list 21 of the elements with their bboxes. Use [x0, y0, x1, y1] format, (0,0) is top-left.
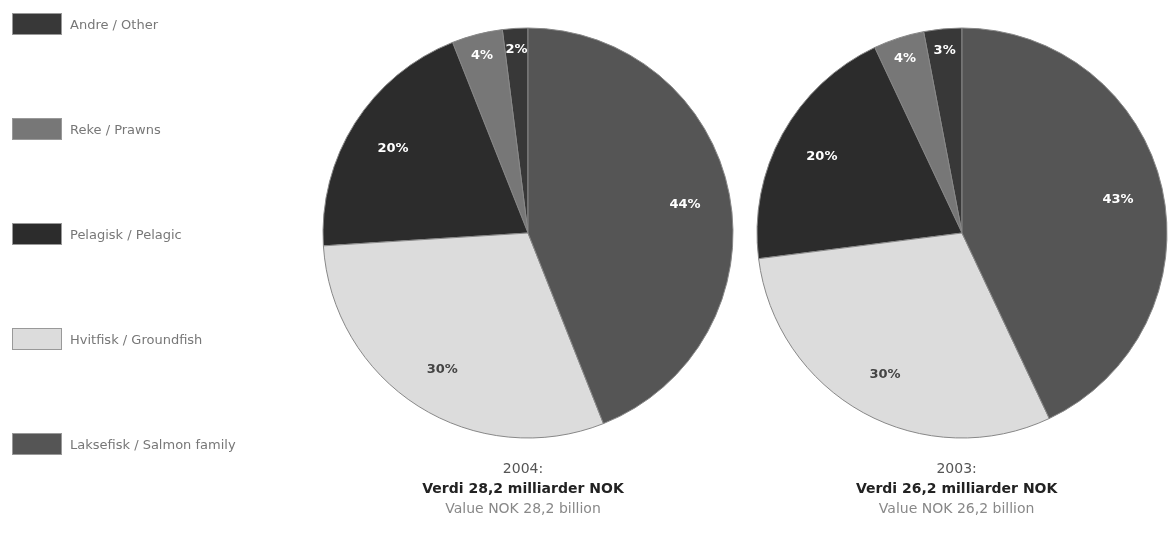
text: Verdi 28,2 milliarder NOK — [421, 479, 625, 498]
legend-label: Hvitfisk / Groundfish — [70, 331, 203, 347]
data-label: 4% — [471, 46, 494, 62]
legend-label: Andre / Other — [70, 16, 158, 32]
data-label: 20% — [377, 139, 409, 155]
data-label: 3% — [933, 41, 956, 57]
data-label: 43% — [1102, 190, 1134, 206]
data-label: 4% — [893, 50, 916, 66]
data-label: 44% — [669, 195, 701, 211]
text: 2004: — [501, 459, 545, 478]
text: Verdi 26,2 milliarder NOK — [854, 479, 1059, 498]
legend-label: Pelagisk / Pelagic — [70, 226, 182, 242]
legend-label: Reke / Prawns — [70, 121, 161, 137]
data-label: 20% — [805, 148, 838, 164]
data-label: 30% — [426, 360, 458, 376]
text: Value NOK 28,2 billion — [444, 499, 602, 518]
data-label: 2% — [505, 41, 528, 57]
text: 2003: — [935, 459, 978, 478]
text: Value NOK 26,2 billion — [877, 499, 1036, 518]
data-label: 30% — [869, 365, 901, 381]
legend-label: Laksefisk / Salmon family — [70, 436, 236, 452]
